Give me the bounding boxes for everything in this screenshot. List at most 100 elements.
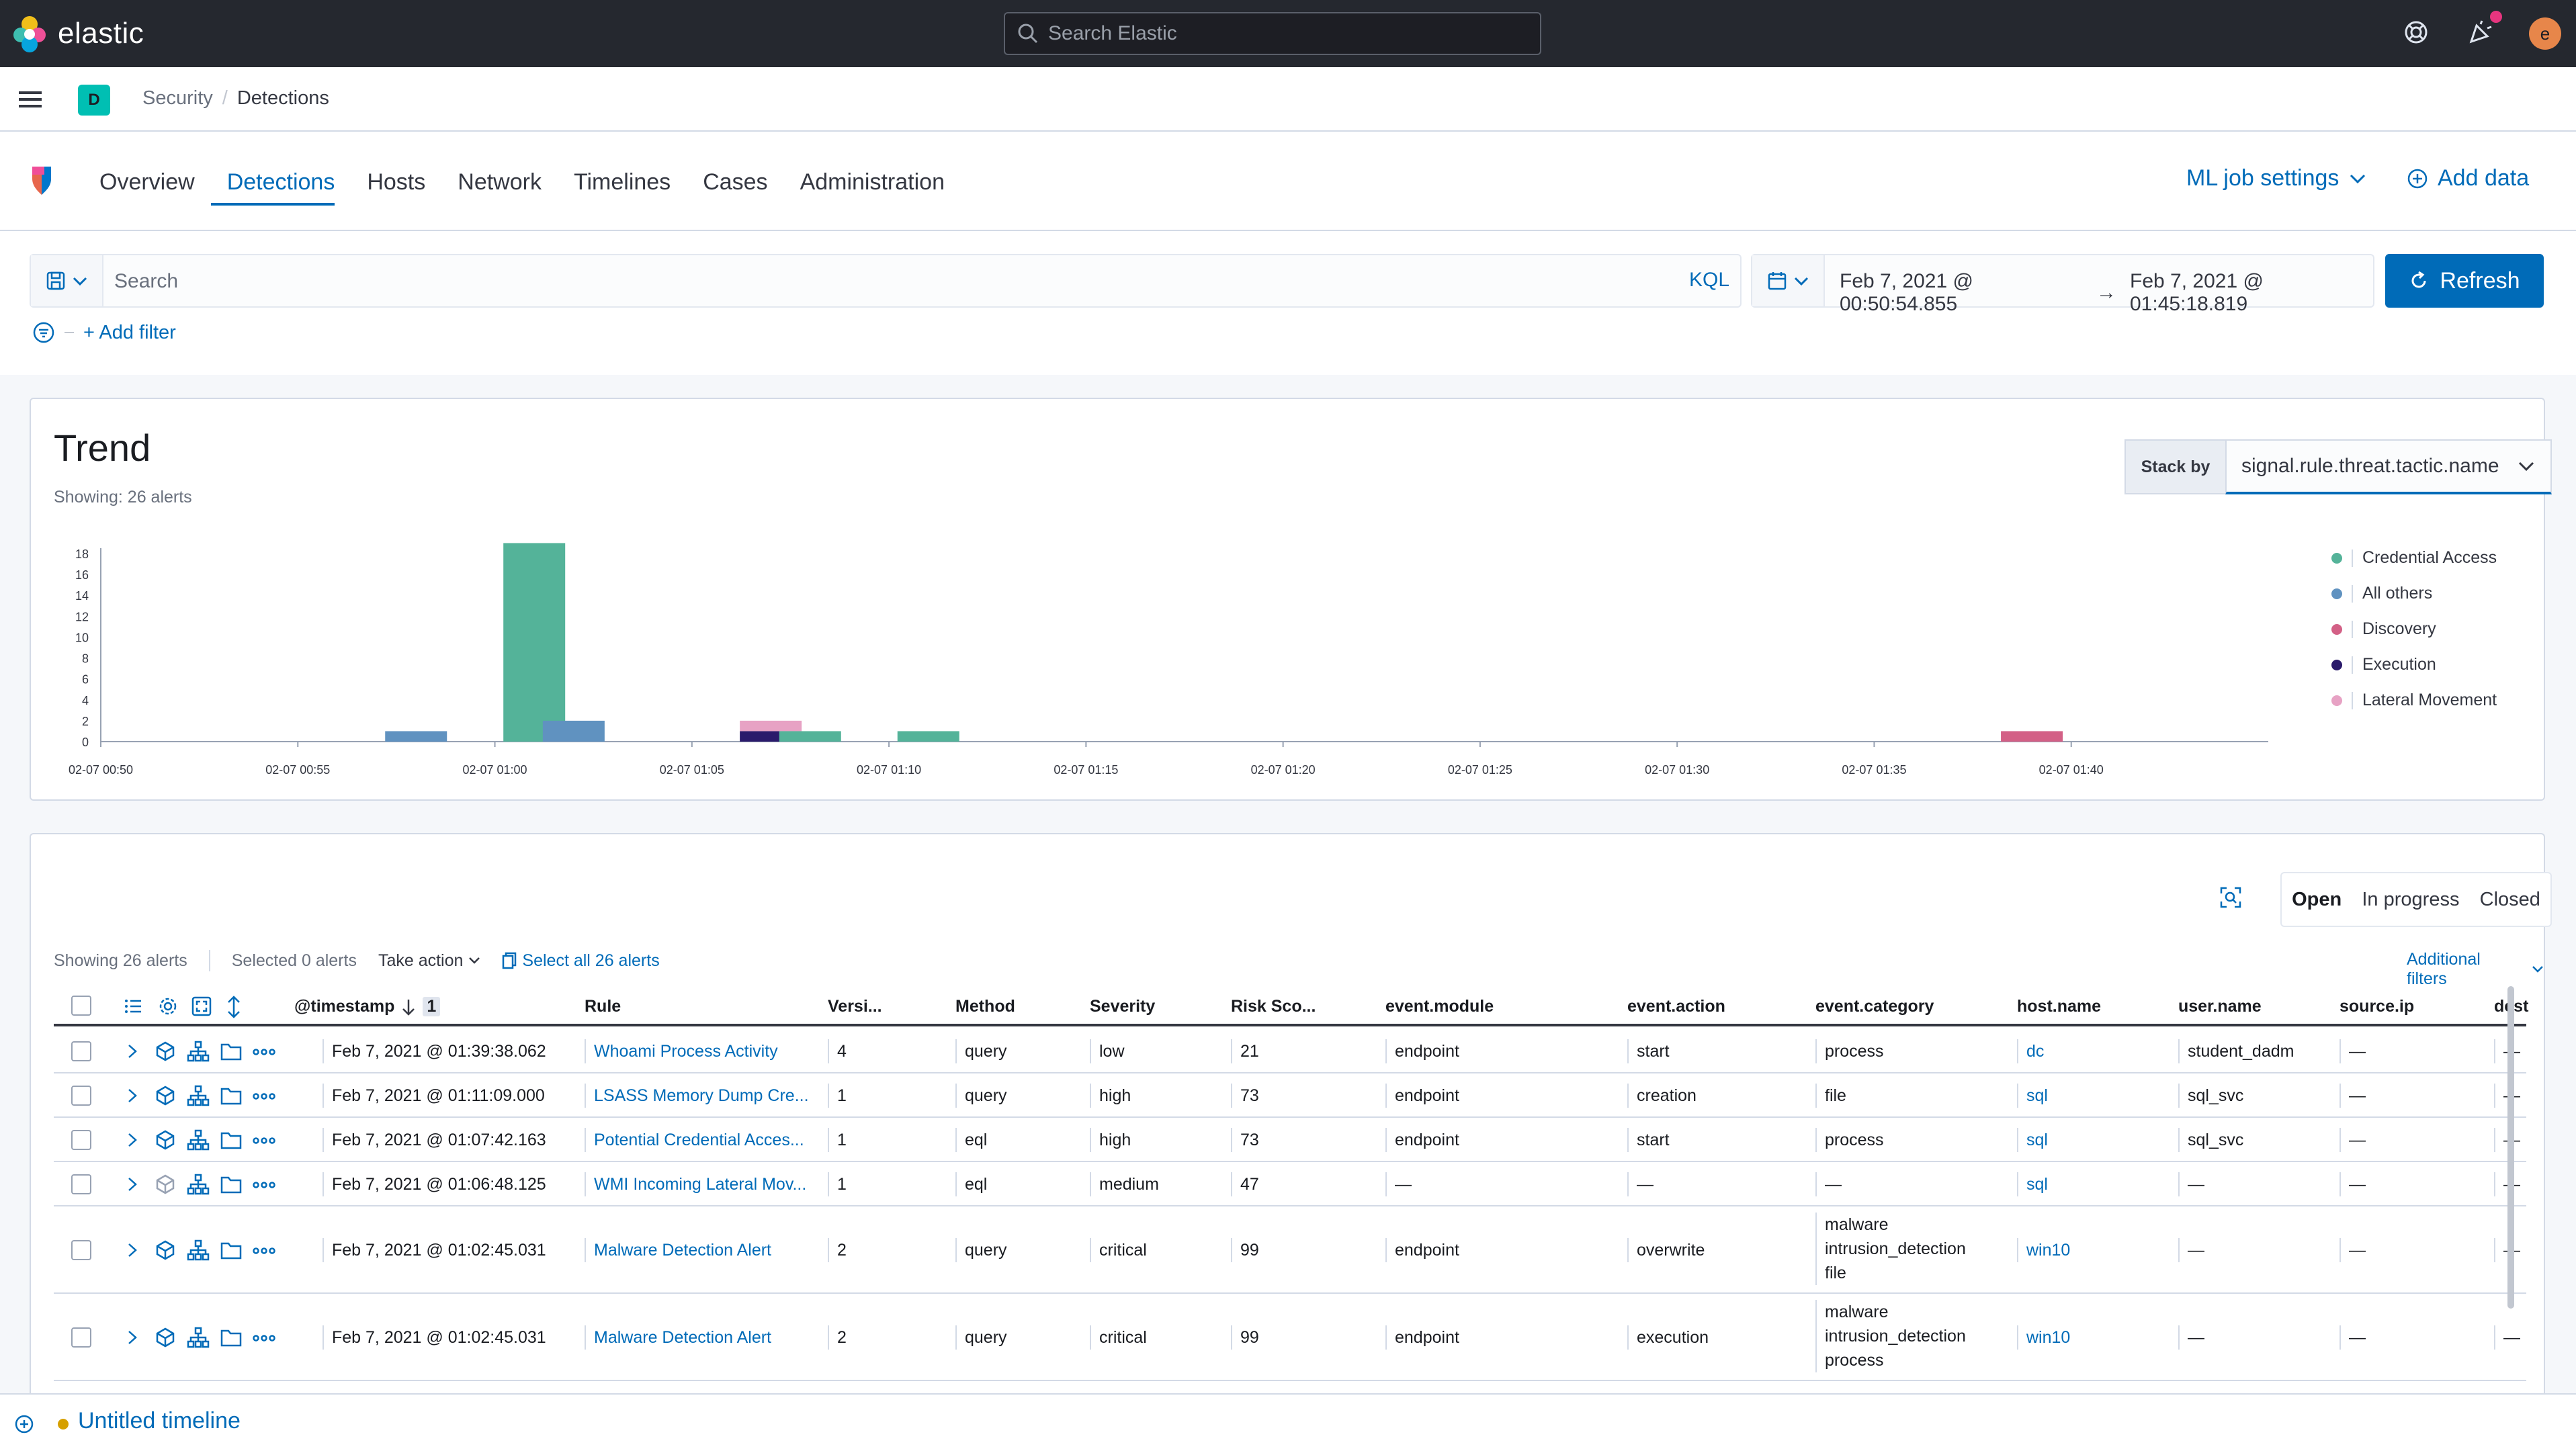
add-data-button[interactable]: Add data — [2407, 165, 2529, 191]
add-to-case-folder-icon[interactable] — [220, 1328, 242, 1347]
expand-chevron-icon[interactable] — [126, 1088, 138, 1104]
sort-icon[interactable] — [226, 996, 242, 1018]
cell-host-name[interactable]: sql — [2017, 1128, 2048, 1152]
column-header-source-ip[interactable]: source.ip — [2339, 997, 2415, 1016]
cell-rule[interactable]: Whoami Process Activity — [585, 1039, 778, 1063]
legend-item[interactable]: Execution — [2331, 647, 2497, 683]
fullscreen-icon[interactable] — [191, 996, 212, 1017]
stack-by-value[interactable]: signal.rule.threat.tactic.name — [2225, 439, 2552, 494]
expand-chevron-icon[interactable] — [126, 1176, 138, 1192]
status-open-button[interactable]: Open — [2292, 888, 2342, 910]
tab-cases[interactable]: Cases — [703, 169, 768, 195]
user-avatar[interactable]: e — [2529, 17, 2561, 50]
table-row[interactable]: Feb 7, 2021 @ 01:07:42.163 Potential Cred… — [54, 1118, 2526, 1162]
more-actions-icon[interactable] — [253, 1049, 275, 1055]
cell-rule[interactable]: Malware Detection Alert — [585, 1238, 771, 1262]
expand-chevron-icon[interactable] — [126, 1043, 138, 1059]
add-to-case-folder-icon[interactable] — [220, 1042, 242, 1061]
analyze-event-icon[interactable] — [187, 1327, 210, 1348]
column-header-event-module[interactable]: event.module — [1385, 997, 1494, 1016]
expand-chevron-icon[interactable] — [126, 1242, 138, 1258]
column-header-user-name[interactable]: user.name — [2178, 997, 2262, 1016]
cell-host-name[interactable]: sql — [2017, 1084, 2048, 1108]
cell-rule[interactable]: WMI Incoming Lateral Mov... — [585, 1172, 806, 1196]
kql-language-button[interactable]: KQL — [1688, 269, 1729, 291]
legend-item[interactable]: All others — [2331, 576, 2497, 611]
add-to-case-folder-icon[interactable] — [220, 1086, 242, 1105]
tab-overview[interactable]: Overview — [99, 169, 195, 195]
add-to-case-folder-icon[interactable] — [220, 1175, 242, 1194]
select-all-button[interactable]: Select all 26 alerts — [502, 951, 660, 971]
table-row[interactable]: Feb 7, 2021 @ 01:02:45.031 Malware Detect… — [54, 1206, 2526, 1294]
menu-icon[interactable] — [19, 90, 42, 109]
tab-timelines[interactable]: Timelines — [573, 169, 671, 195]
tab-network[interactable]: Network — [458, 169, 542, 195]
investigate-in-timeline-icon[interactable] — [155, 1239, 176, 1261]
analyze-event-icon[interactable] — [187, 1239, 210, 1261]
investigate-in-timeline-icon[interactable] — [155, 1327, 176, 1348]
take-action-button[interactable]: Take action — [378, 951, 480, 971]
search-input[interactable]: Search — [114, 270, 179, 292]
expand-chevron-icon[interactable] — [126, 1132, 138, 1148]
more-actions-icon[interactable] — [253, 1093, 275, 1100]
ml-job-settings-button[interactable]: ML job settings — [2186, 165, 2366, 191]
column-header-event-category[interactable]: event.category — [1815, 997, 1934, 1016]
column-header-severity[interactable]: Severity — [1090, 997, 1156, 1016]
news-feed-icon[interactable] — [2467, 19, 2494, 46]
refresh-button[interactable]: Refresh — [2385, 254, 2544, 308]
expand-chevron-icon[interactable] — [126, 1329, 138, 1346]
row-checkbox[interactable] — [71, 1086, 91, 1106]
breadcrumb-security[interactable]: Security — [142, 87, 213, 109]
table-row[interactable]: Feb 7, 2021 @ 01:11:09.000 LSASS Memory D… — [54, 1073, 2526, 1118]
table-row[interactable]: Feb 7, 2021 @ 01:06:48.125 WMI Incoming L… — [54, 1162, 2526, 1206]
add-filter-button[interactable]: + Add filter — [83, 321, 176, 343]
legend-item[interactable]: Credential Access — [2331, 540, 2497, 576]
investigate-in-timeline-icon[interactable] — [155, 1041, 176, 1062]
legend-item[interactable]: Lateral Movement — [2331, 683, 2497, 718]
more-actions-icon[interactable] — [253, 1247, 275, 1254]
space-avatar[interactable]: D — [78, 85, 110, 116]
status-closed-button[interactable]: Closed — [2479, 888, 2540, 910]
table-scrollbar[interactable] — [2507, 986, 2514, 1309]
cell-host-name[interactable]: win10 — [2017, 1238, 2070, 1262]
row-checkbox[interactable] — [71, 1041, 91, 1061]
global-search-input[interactable]: Search Elastic — [1004, 12, 1541, 55]
help-icon[interactable] — [2403, 19, 2430, 46]
list-columns-icon[interactable] — [124, 997, 142, 1016]
elastic-logo[interactable]: elastic — [12, 15, 144, 52]
analyze-event-icon[interactable] — [187, 1174, 210, 1195]
stack-by-select[interactable]: Stack by signal.rule.threat.tactic.name — [2124, 439, 2552, 494]
inspect-icon[interactable] — [2219, 885, 2243, 910]
table-row[interactable]: Feb 7, 2021 @ 01:39:38.062 Whoami Process… — [54, 1029, 2526, 1073]
column-header-rule[interactable]: Rule — [585, 997, 621, 1016]
more-actions-icon[interactable] — [253, 1335, 275, 1342]
investigate-in-timeline-icon[interactable] — [155, 1129, 176, 1151]
column-header-event-action[interactable]: event.action — [1627, 997, 1725, 1016]
date-quick-menu-button[interactable] — [1752, 255, 1825, 306]
row-checkbox[interactable] — [71, 1240, 91, 1260]
date-end[interactable]: Feb 7, 2021 @ 01:45:18.819 — [2130, 270, 2264, 315]
column-header-host-name[interactable]: host.name — [2017, 997, 2102, 1016]
date-start[interactable]: Feb 7, 2021 @ 00:50:54.855 — [1840, 270, 1973, 315]
tab-administration[interactable]: Administration — [800, 169, 945, 195]
cell-rule[interactable]: LSASS Memory Dump Cre... — [585, 1084, 809, 1108]
tab-hosts[interactable]: Hosts — [367, 169, 426, 195]
cell-rule[interactable]: Malware Detection Alert — [585, 1325, 771, 1350]
investigate-in-timeline-icon[interactable] — [155, 1174, 176, 1195]
cell-host-name[interactable]: dc — [2017, 1039, 2044, 1063]
row-checkbox[interactable] — [71, 1174, 91, 1194]
tab-detections[interactable]: Detections — [210, 165, 351, 206]
saved-query-button[interactable] — [31, 255, 103, 306]
more-actions-icon[interactable] — [253, 1137, 275, 1144]
status-in-progress-button[interactable]: In progress — [2362, 888, 2460, 910]
row-checkbox[interactable] — [71, 1327, 91, 1348]
table-row[interactable]: Feb 7, 2021 @ 01:02:45.031 Malware Detect… — [54, 1294, 2526, 1381]
add-to-case-folder-icon[interactable] — [220, 1241, 242, 1260]
gear-icon[interactable] — [157, 996, 179, 1017]
analyze-event-icon[interactable] — [187, 1041, 210, 1062]
legend-item[interactable]: Discovery — [2331, 611, 2497, 647]
additional-filters-button[interactable]: Additional filters — [2407, 950, 2544, 989]
filter-options-icon[interactable] — [32, 321, 55, 344]
analyze-event-icon[interactable] — [187, 1129, 210, 1151]
column-header-version[interactable]: Versi... — [828, 997, 882, 1016]
